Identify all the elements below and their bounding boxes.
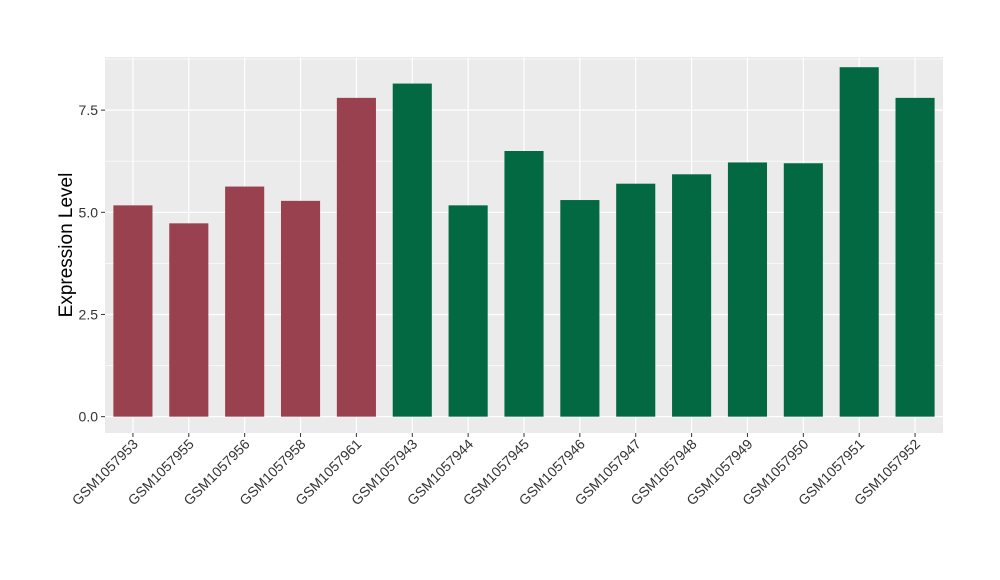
y-tick-label: 0.0 bbox=[79, 409, 99, 425]
bar-GSM1057961 bbox=[336, 97, 376, 417]
bar-GSM1057951 bbox=[839, 67, 879, 417]
bar-GSM1057953 bbox=[113, 205, 153, 417]
bar-GSM1057945 bbox=[504, 151, 544, 417]
bar-GSM1057947 bbox=[616, 183, 656, 417]
bar-GSM1057948 bbox=[672, 174, 712, 417]
bar-GSM1057943 bbox=[392, 83, 432, 417]
bar-GSM1057952 bbox=[895, 97, 935, 417]
y-tick-label: 5.0 bbox=[79, 204, 99, 220]
y-tick-label: 2.5 bbox=[79, 306, 99, 322]
y-axis-ticks: 0.0 2.5 5.0 7.5 bbox=[79, 102, 105, 425]
bar-GSM1057955 bbox=[169, 223, 209, 417]
bar-GSM1057956 bbox=[225, 186, 265, 417]
bars bbox=[113, 67, 935, 417]
bar-GSM1057950 bbox=[783, 163, 823, 417]
bar-GSM1057946 bbox=[560, 200, 600, 417]
bar-GSM1057958 bbox=[280, 200, 321, 417]
y-axis-title: Expression Level bbox=[56, 173, 77, 318]
bar-GSM1057944 bbox=[448, 205, 488, 417]
y-tick-label: 7.5 bbox=[79, 102, 99, 118]
x-axis-ticks: GSM1057953GSM1057955GSM1057956GSM1057958… bbox=[69, 433, 923, 508]
bar-GSM1057949 bbox=[727, 162, 768, 417]
